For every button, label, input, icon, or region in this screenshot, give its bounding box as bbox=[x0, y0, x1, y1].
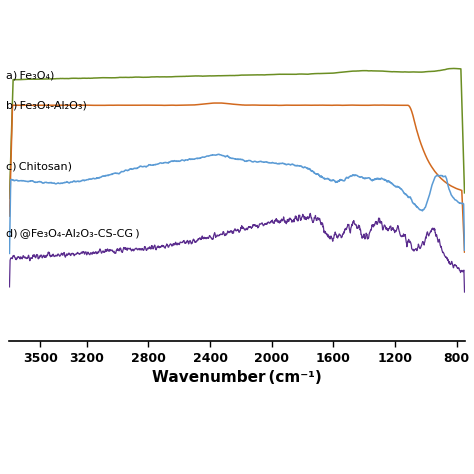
Text: c) Chitosan): c) Chitosan) bbox=[6, 161, 73, 172]
X-axis label: Wavenumber (cm⁻¹): Wavenumber (cm⁻¹) bbox=[152, 370, 322, 385]
Text: b) Fe₃O₄-Al₂O₃): b) Fe₃O₄-Al₂O₃) bbox=[6, 100, 87, 110]
Text: d) @Fe₃O₄-Al₂O₃-CS-CG ): d) @Fe₃O₄-Al₂O₃-CS-CG ) bbox=[6, 228, 140, 238]
Text: a) Fe₃O₄): a) Fe₃O₄) bbox=[6, 70, 55, 81]
